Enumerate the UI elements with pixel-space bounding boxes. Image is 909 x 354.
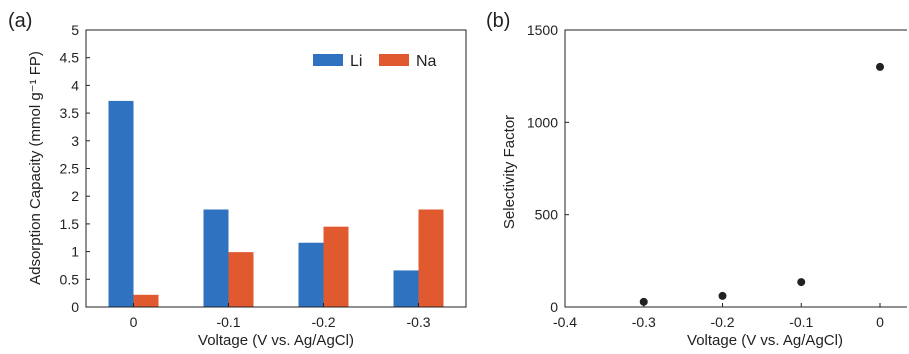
plot-frame-b [564, 29, 907, 308]
bar-li-0 [108, 100, 134, 307]
y-tick-label-b-2: 1000 [527, 114, 558, 130]
y-tick-label-a-5: 2.5 [60, 161, 80, 177]
plot-frame-a [85, 29, 467, 308]
bar-na-3 [418, 209, 444, 307]
panel-a-label: (a) [8, 10, 32, 32]
scatter-point-0 [639, 297, 648, 306]
x-tick-label-b-2: -0.2 [710, 314, 734, 330]
x-axis-label-b: Voltage (V vs. Ag/AgCl) [687, 332, 843, 349]
bar-series-group [108, 100, 444, 307]
legend-label-li: Li [350, 53, 362, 70]
y-axis-ticks-a: 0 0.5 1 1.5 2 2.5 3 3.5 4 4.5 5 [60, 22, 90, 315]
scatter-point-2 [797, 278, 806, 287]
x-axis-ticks-b: -0.4 -0.3 -0.2 -0.1 0 [553, 303, 884, 330]
bar-na-1 [228, 252, 254, 307]
y-tick-label-a-7: 3.5 [60, 105, 80, 121]
y-tick-label-a-6: 3 [71, 133, 79, 149]
y-tick-label-a-4: 2 [71, 188, 79, 204]
legend-label-na: Na [416, 53, 437, 70]
legend: Li Na [313, 53, 437, 70]
y-tick-label-a-0: 0 [71, 299, 79, 315]
y-tick-label-b-3: 1500 [527, 22, 558, 38]
bar-li-3 [393, 270, 419, 307]
bar-li-1 [203, 209, 229, 307]
y-tick-label-a-8: 4 [71, 77, 79, 93]
x-axis-label-a: Voltage (V vs. Ag/AgCl) [198, 332, 354, 349]
legend-swatch-li [313, 54, 343, 66]
x-tick-label-a-0: 0 [130, 314, 138, 330]
x-tick-label-a-2: -0.2 [311, 314, 335, 330]
scatter-point-1 [718, 291, 727, 300]
scatter-chart-panel: (b) 0 500 1000 1500 -0.4 -0.3 -0.2 -0.1 0 Volta… [486, 10, 907, 349]
x-tick-label-a-3: -0.3 [406, 314, 430, 330]
y-axis-label-b: Selectivity Factor [501, 115, 518, 229]
panel-b-label: (b) [486, 10, 510, 32]
bar-chart-panel: (a) 00.511.522.533.544.55 0 -0.1 -0.2 -0.3 … [8, 10, 467, 349]
bar-li-2 [298, 242, 324, 307]
y-tick-label-a-3: 1.5 [60, 216, 80, 232]
y-tick-label-a-1: 0.5 [60, 271, 80, 287]
y-tick-label-a-10: 5 [71, 22, 79, 38]
x-axis-ticks-a: 0 -0.1 -0.2 -0.3 [130, 303, 431, 330]
x-tick-label-b-3: -0.1 [789, 314, 813, 330]
legend-swatch-na [379, 54, 409, 66]
scatter-points [639, 62, 884, 306]
y-tick-label-a-9: 4.5 [60, 50, 80, 66]
x-tick-label-b-1: -0.3 [632, 314, 656, 330]
x-tick-label-b-0: -0.4 [553, 314, 577, 330]
y-axis-label-a: Adsorption Capacity (mmol g⁻¹ FP) [27, 51, 44, 285]
x-tick-label-b-4: 0 [876, 314, 884, 330]
y-tick-label-a-2: 1 [71, 244, 79, 260]
x-tick-label-a-1: -0.1 [216, 314, 240, 330]
bar-na-2 [323, 226, 349, 307]
scatter-point-3 [876, 62, 884, 71]
y-axis-ticks-b: 0 500 1000 1500 [527, 22, 569, 315]
y-tick-label-b-0: 0 [550, 299, 558, 315]
bar-na-0 [133, 294, 159, 307]
y-tick-label-b-1: 500 [535, 207, 559, 223]
